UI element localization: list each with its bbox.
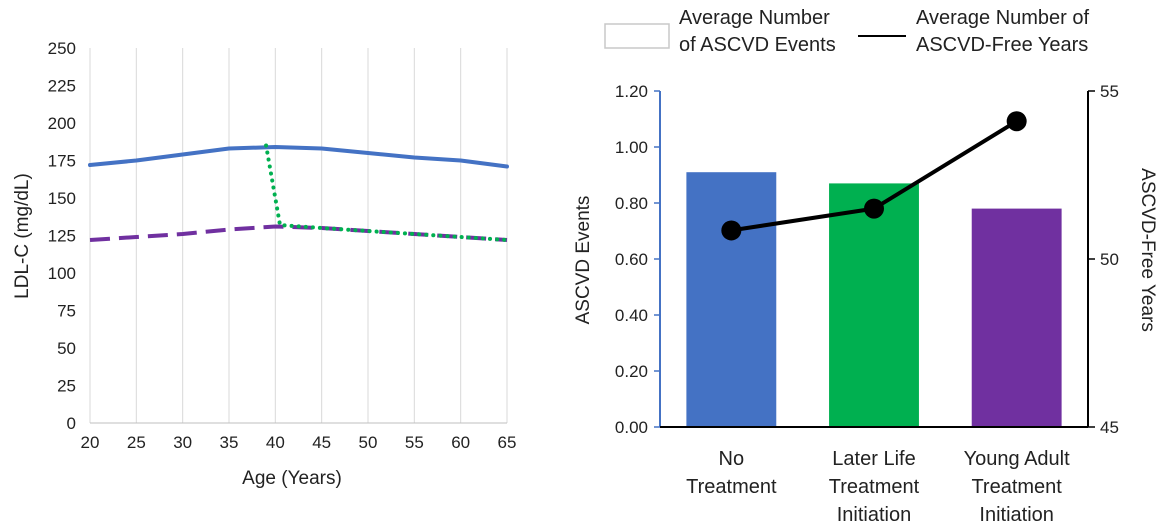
ldl-line-untreated bbox=[88, 145, 509, 169]
right-chart-right-tick-label: 45 bbox=[1100, 418, 1119, 437]
right-chart-left-tick-label: 0.80 bbox=[615, 194, 648, 213]
left-x-tick-label: 20 bbox=[81, 433, 100, 452]
free-years-point bbox=[864, 198, 884, 219]
left-y-tick-label: 0 bbox=[67, 414, 76, 433]
left-x-tick-label: 40 bbox=[266, 433, 285, 452]
left-y-tick-label: 125 bbox=[48, 227, 76, 246]
left-x-tick-label: 65 bbox=[498, 433, 517, 452]
bar-ascvd-events bbox=[971, 208, 1062, 427]
bar-ascvd-events bbox=[686, 172, 777, 427]
free-years-line bbox=[721, 111, 1027, 241]
right-chart-left-tick-label: 0.20 bbox=[615, 362, 648, 381]
left-x-tick-label: 50 bbox=[359, 433, 378, 452]
bars bbox=[686, 172, 1062, 427]
category-label: Treatment bbox=[829, 476, 920, 498]
free-years-point bbox=[721, 220, 742, 241]
category-label: Initiation bbox=[837, 504, 912, 525]
legend-label-events-line-1: Average Number bbox=[679, 7, 830, 29]
left-y-tick-label: 100 bbox=[48, 264, 76, 283]
left-y-tick-label: 200 bbox=[48, 114, 76, 133]
category-label: Treatment bbox=[971, 476, 1062, 498]
left-y-tick-label: 225 bbox=[48, 77, 76, 96]
right-chart-right-tick-label: 50 bbox=[1100, 250, 1119, 269]
left-y-tick-label: 75 bbox=[57, 302, 76, 321]
category-labels: No Treatment Later Life Treatment Initiation… bbox=[686, 448, 1070, 525]
right-chart-right-tick-labels: 45 50 55 bbox=[1088, 82, 1119, 437]
left-x-tick-labels: 20 25 30 35 40 45 50 55 60 65 bbox=[81, 433, 517, 452]
left-y-tick-labels: 0 25 50 75 100 125 150 175 200 225 250 bbox=[48, 39, 76, 433]
right-chart-left-tick-label: 0.00 bbox=[615, 418, 648, 437]
left-y-tick-label: 150 bbox=[48, 189, 76, 208]
left-x-tick-label: 35 bbox=[220, 433, 239, 452]
bar-ascvd-events bbox=[829, 183, 919, 427]
left-y-tick-label: 250 bbox=[48, 39, 76, 58]
left-x-axis-title: Age (Years) bbox=[242, 468, 342, 489]
right-chart-y-axis-title: ASCVD Events bbox=[573, 196, 594, 325]
right-chart-left-tick-label: 1.20 bbox=[615, 82, 648, 101]
legend-label-events-line-2: of ASCVD Events bbox=[679, 34, 836, 56]
ldl-line-chart: 20 25 30 35 40 45 50 55 60 65 0 25 50 75 100 125 150 175… bbox=[12, 39, 516, 489]
left-series bbox=[88, 143, 509, 242]
category-label: Young Adult bbox=[964, 448, 1070, 470]
right-chart-y2-axis-title: ASCVD-Free Years bbox=[1137, 168, 1158, 332]
right-chart-left-tick-label: 0.60 bbox=[615, 250, 648, 269]
left-x-tick-label: 30 bbox=[173, 433, 192, 452]
free-years-point bbox=[1006, 111, 1027, 132]
ascvd-bar-line-chart: Average Number of ASCVD Events Average N… bbox=[573, 7, 1158, 525]
category-label: No bbox=[719, 448, 745, 470]
right-chart-right-tick-label: 55 bbox=[1100, 82, 1119, 101]
right-chart-left-tick-label: 0.40 bbox=[615, 306, 648, 325]
left-y-tick-label: 25 bbox=[57, 377, 76, 396]
legend-label-free-years-line-2: ASCVD-Free Years bbox=[916, 34, 1088, 56]
right-chart-left-tick-labels: 0.00 0.20 0.40 0.60 0.80 1.00 1.20 bbox=[615, 82, 660, 437]
left-x-tick-label: 45 bbox=[312, 433, 331, 452]
left-y-tick-label: 175 bbox=[48, 152, 76, 171]
ldl-line-later-life-treatment bbox=[264, 143, 509, 242]
category-label: Later Life bbox=[832, 448, 915, 470]
left-y-tick-label: 50 bbox=[57, 339, 76, 358]
category-label: Initiation bbox=[979, 504, 1054, 525]
left-x-tick-label: 55 bbox=[405, 433, 424, 452]
legend: Average Number of ASCVD Events Average N… bbox=[604, 7, 1090, 56]
left-x-tick-label: 60 bbox=[451, 433, 470, 452]
left-x-tick-label: 25 bbox=[127, 433, 146, 452]
left-y-axis-title: LDL-C (mg/dL) bbox=[12, 173, 33, 299]
legend-swatch-events bbox=[604, 23, 670, 49]
ldl-line-young-adult-treatment bbox=[89, 224, 508, 242]
legend-label-free-years-line-1: Average Number of bbox=[916, 7, 1090, 29]
right-chart-left-tick-label: 1.00 bbox=[615, 138, 648, 157]
category-label: Treatment bbox=[686, 476, 777, 498]
